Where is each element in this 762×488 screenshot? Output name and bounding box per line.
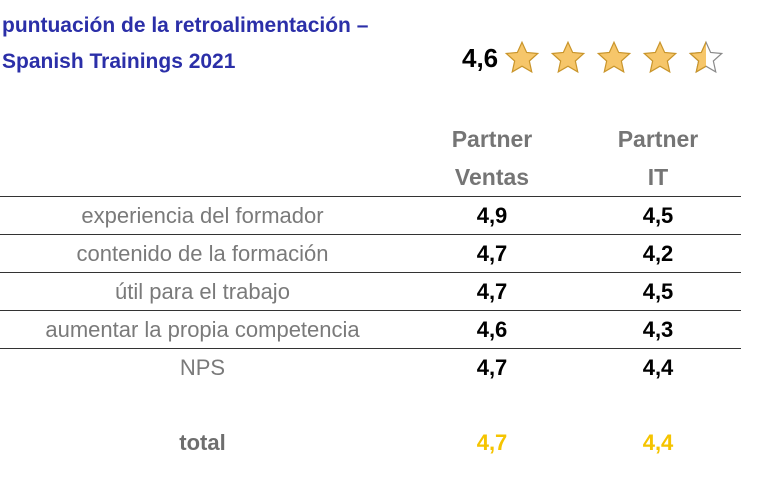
row-label: NPS: [179, 355, 226, 380]
it-value: 4,2: [642, 241, 674, 266]
ventas-value: 4,7: [476, 241, 508, 266]
it-value: 4,3: [642, 317, 674, 342]
table-row: NPS 4,7 4,4: [0, 348, 741, 386]
column-header-line-1: Partner: [617, 126, 699, 152]
overall-rating: 4,6: [462, 36, 734, 80]
feedback-table: experiencia del formador 4,9 4,5 conteni…: [0, 196, 741, 386]
table-row: contenido de la formación 4,7 4,2: [0, 234, 741, 272]
column-header-line-1: Partner: [451, 126, 533, 152]
star-icon: [596, 40, 632, 74]
column-header-line-2: IT: [647, 164, 669, 190]
title-line-1: puntuación de la retroalimentación –: [2, 14, 369, 37]
table-row: aumentar la propia competencia 4,6 4,3: [0, 310, 741, 348]
star-icon: [642, 40, 678, 74]
star-icon: [550, 40, 586, 74]
star-rating: [504, 40, 734, 76]
table-row: experiencia del formador 4,9 4,5: [0, 196, 741, 234]
star-icon: [504, 40, 540, 74]
half-star-icon: [688, 40, 724, 74]
it-value: 4,4: [642, 355, 674, 380]
ventas-value: 4,9: [476, 203, 508, 228]
page-title: puntuación de la retroalimentación – Spa…: [2, 8, 368, 80]
ventas-value: 4,7: [476, 279, 508, 304]
row-label: aumentar la propia competencia: [45, 317, 360, 342]
total-ventas-value: 4,7: [476, 430, 508, 455]
rating-value: 4,6: [462, 42, 499, 73]
it-value: 4,5: [642, 203, 674, 228]
title-line-2: Spanish Trainings 2021: [2, 50, 236, 73]
total-it-value: 4,4: [642, 430, 674, 455]
ventas-value: 4,6: [476, 317, 508, 342]
ventas-value: 4,7: [476, 355, 508, 380]
column-header-ventas: Partner Ventas: [412, 120, 572, 196]
it-value: 4,5: [642, 279, 674, 304]
total-label: total: [179, 430, 226, 455]
row-label: contenido de la formación: [76, 241, 329, 266]
column-header-line-2: Ventas: [454, 164, 530, 190]
total-row: total 4,7 4,4: [0, 424, 741, 464]
table-row: útil para el trabajo 4,7 4,5: [0, 272, 741, 310]
column-header-it: Partner IT: [578, 120, 738, 196]
row-label: útil para el trabajo: [115, 279, 290, 304]
row-label: experiencia del formador: [81, 203, 324, 228]
